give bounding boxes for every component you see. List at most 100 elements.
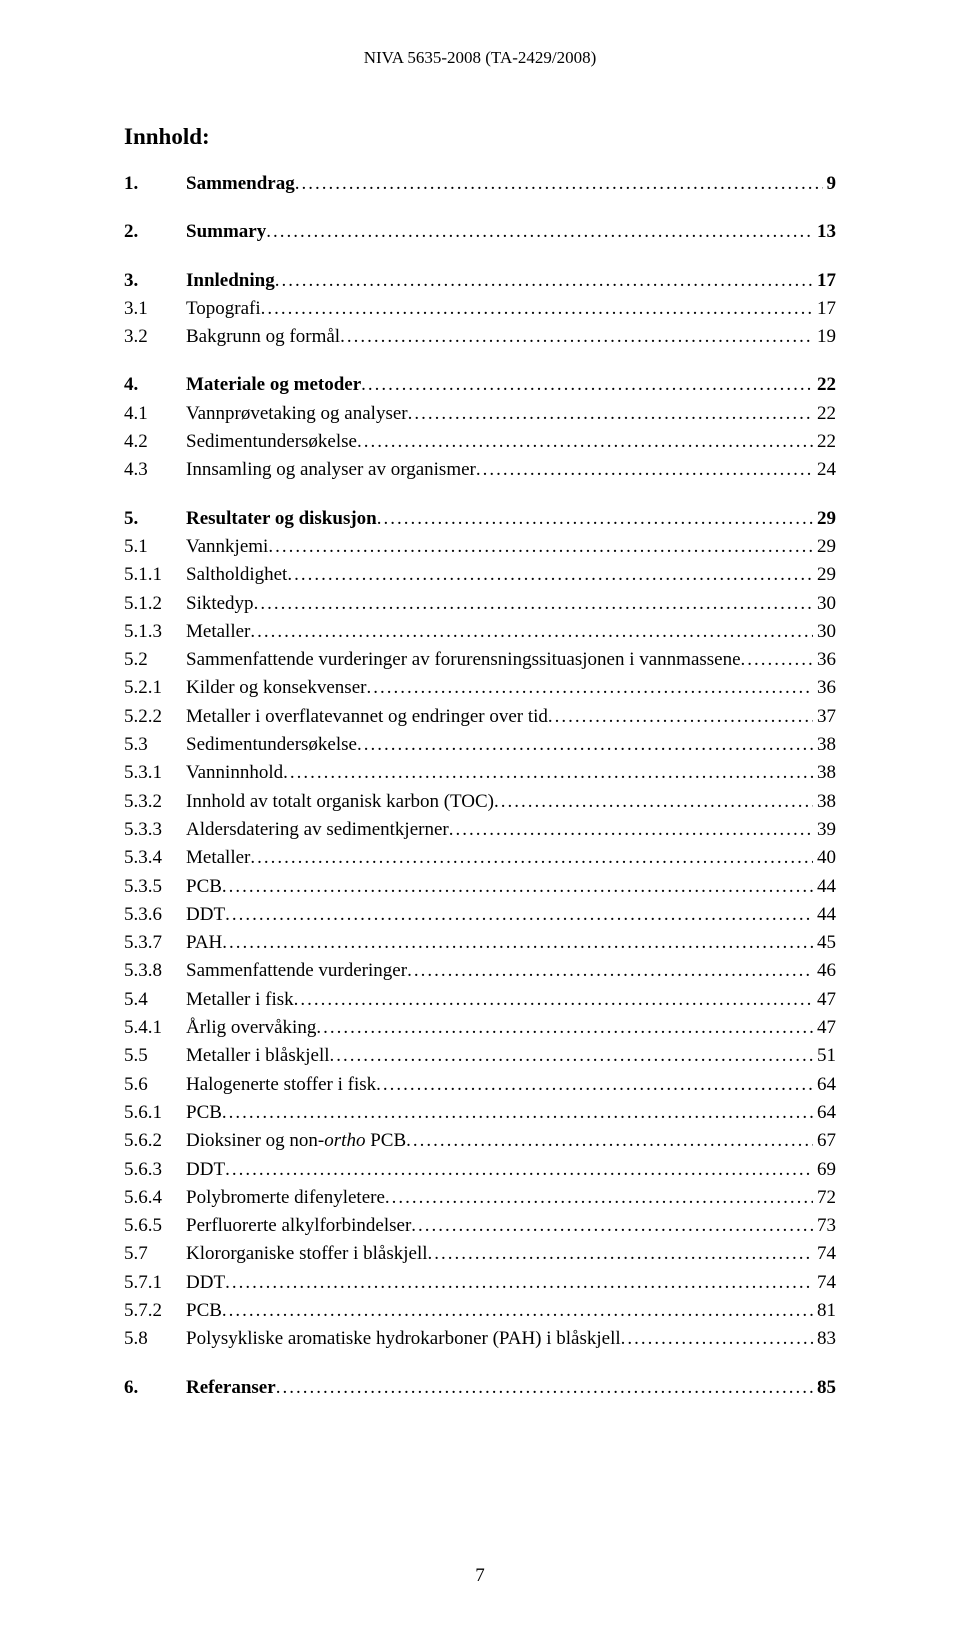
toc-leader-dots (295, 170, 823, 198)
toc-row: 5.1.1Saltholdighet 29 (124, 561, 836, 589)
toc-entry-number: 5.1 (124, 533, 186, 561)
toc-row: 5.3.4Metaller40 (124, 844, 836, 872)
toc-entry-page: 17 (813, 267, 836, 295)
toc-leader-dots (294, 986, 813, 1014)
toc-entry-label: Summary (186, 218, 266, 246)
toc-row: 5.3.6DDT44 (124, 901, 836, 929)
toc-entry-label: Innhold av totalt organisk karbon (TOC) (186, 788, 494, 816)
toc-group: 3.Innledning173.1Topografi173.2Bakgrunn … (124, 267, 836, 352)
toc-entry-label: Metaller (186, 844, 250, 872)
toc-entry-page: 13 (813, 218, 836, 246)
toc-leader-dots (283, 759, 813, 787)
toc-entry-page: 51 (813, 1042, 836, 1070)
toc-entry-number: 5. (124, 505, 186, 533)
toc-entry-label: Saltholdighet (186, 561, 287, 589)
toc-entry-page: 37 (813, 703, 836, 731)
toc-row: 5.4Metaller i fisk47 (124, 986, 836, 1014)
toc-leader-dots (494, 788, 813, 816)
toc-group: 1.Sammendrag9 (124, 170, 836, 198)
toc-leader-dots (250, 618, 813, 646)
toc-leader-dots (357, 428, 813, 456)
toc-entry-number: 5.7.2 (124, 1297, 186, 1325)
toc-leader-dots (330, 1042, 813, 1070)
toc-entry-label: Dioksiner og non-ortho PCB (186, 1127, 406, 1155)
toc-entry-number: 5.5 (124, 1042, 186, 1070)
toc-entry-number: 1. (124, 170, 186, 198)
toc-entry-label: Polysykliske aromatiske hydrokarboner (P… (186, 1325, 621, 1353)
toc-entry-number: 5.2 (124, 646, 186, 674)
toc-entry-page: 46 (813, 957, 836, 985)
toc-title: Innhold: (124, 124, 836, 150)
toc-leader-dots (222, 929, 813, 957)
toc-entry-label: Siktedyp (186, 590, 254, 618)
toc-entry-number: 5.1.3 (124, 618, 186, 646)
toc-entry-label: Innledning (186, 267, 275, 295)
toc-entry-number: 5.2.1 (124, 674, 186, 702)
toc-row: 4.1Vannprøvetaking og analyser22 (124, 400, 836, 428)
toc-entry-page: 38 (813, 788, 836, 816)
toc-entry-label: Sammendrag (186, 170, 295, 198)
toc-entry-page: 17 (813, 295, 836, 323)
toc-leader-dots (621, 1325, 813, 1353)
toc-leader-dots (406, 1127, 813, 1155)
toc-entry-number: 5.3.1 (124, 759, 186, 787)
toc-entry-page: 44 (813, 873, 836, 901)
toc-entry-number: 4.1 (124, 400, 186, 428)
toc-entry-label: Sammenfattende vurderinger (186, 957, 407, 985)
toc-entry-label: Innsamling og analyser av organismer (186, 456, 476, 484)
toc-row: 4.2Sedimentundersøkelse22 (124, 428, 836, 456)
toc-entry-number: 3.2 (124, 323, 186, 351)
toc-row: 5.1.2Siktedyp30 (124, 590, 836, 618)
toc-entry-number: 5.8 (124, 1325, 186, 1353)
toc-entry-number: 5.7 (124, 1240, 186, 1268)
toc-leader-dots (408, 400, 813, 428)
toc-entry-label: Referanser (186, 1374, 276, 1402)
toc-entry-page: 74 (813, 1269, 836, 1297)
toc-leader-dots (476, 456, 813, 484)
toc-leader-dots (316, 1014, 813, 1042)
toc-entry-page: 29 (813, 561, 836, 589)
toc-row: 5.6.5Perfluorerte alkylforbindelser73 (124, 1212, 836, 1240)
toc-entry-page: 85 (813, 1374, 836, 1402)
toc-entry-label: PAH (186, 929, 222, 957)
toc-entry-number: 5.1.1 (124, 561, 186, 589)
toc-entry-number: 5.3.8 (124, 957, 186, 985)
toc-entry-label: Sammenfattende vurderinger av forurensni… (186, 646, 741, 674)
toc-entry-number: 5.6.4 (124, 1184, 186, 1212)
toc-entry-page: 22 (813, 371, 836, 399)
toc-entry-label: PCB (186, 1099, 222, 1127)
toc-row: 4.3Innsamling og analyser av organismer2… (124, 456, 836, 484)
toc-leader-dots (225, 1269, 813, 1297)
toc-leader-dots (250, 844, 813, 872)
toc-entry-label: Vannkjemi (186, 533, 268, 561)
toc-entry-number: 5.4 (124, 986, 186, 1014)
toc-entry-label: Metaller (186, 618, 250, 646)
toc-leader-dots (222, 1297, 813, 1325)
document-header: NIVA 5635-2008 (TA-2429/2008) (124, 48, 836, 68)
toc-row: 5.6.4Polybromerte difenyletere72 (124, 1184, 836, 1212)
toc-row: 5.6.1PCB64 (124, 1099, 836, 1127)
toc-row: 2.Summary13 (124, 218, 836, 246)
toc-entry-label: Topografi (186, 295, 261, 323)
toc-entry-number: 5.6 (124, 1071, 186, 1099)
toc-entry-page: 39 (813, 816, 836, 844)
toc-entry-number: 5.3.6 (124, 901, 186, 929)
toc-entry-label: Klororganiske stoffer i blåskjell (186, 1240, 428, 1268)
toc-row: 3.2Bakgrunn og formål19 (124, 323, 836, 351)
toc-row: 5.1Vannkjemi 29 (124, 533, 836, 561)
toc-leader-dots (254, 590, 813, 618)
toc-entry-number: 5.2.2 (124, 703, 186, 731)
toc-leader-dots (366, 674, 813, 702)
toc-group: 5.Resultater og diskusjon295.1Vannkjemi2… (124, 505, 836, 1354)
toc-leader-dots (428, 1240, 814, 1268)
toc-leader-dots (411, 1212, 813, 1240)
toc-entry-page: 29 (813, 533, 836, 561)
toc-row: 5.7.2PCB81 (124, 1297, 836, 1325)
toc-entry-number: 4. (124, 371, 186, 399)
toc-leader-dots (377, 505, 813, 533)
toc-row: 5.3.2Innhold av totalt organisk karbon (… (124, 788, 836, 816)
document-page: NIVA 5635-2008 (TA-2429/2008) Innhold: 1… (0, 0, 960, 1627)
toc-leader-dots (407, 957, 813, 985)
toc-entry-page: 19 (813, 323, 836, 351)
toc-group: 6.Referanser85 (124, 1374, 836, 1402)
